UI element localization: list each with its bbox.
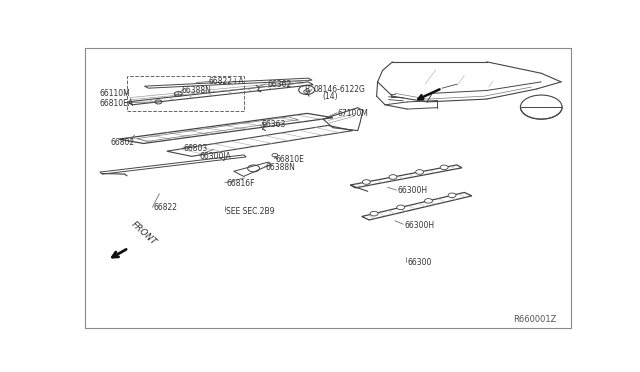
Text: (14): (14) bbox=[322, 92, 338, 101]
Circle shape bbox=[440, 165, 448, 170]
Text: 66300: 66300 bbox=[408, 259, 432, 267]
Text: 66362: 66362 bbox=[268, 80, 292, 89]
Circle shape bbox=[362, 180, 371, 184]
Text: 66816F: 66816F bbox=[227, 179, 255, 188]
Text: 66822: 66822 bbox=[154, 203, 177, 212]
Text: 66810EA: 66810EA bbox=[100, 99, 134, 108]
Circle shape bbox=[397, 205, 404, 210]
Text: 66802: 66802 bbox=[111, 138, 135, 147]
Text: 08146-6122G: 08146-6122G bbox=[313, 84, 365, 93]
Text: 66300H: 66300H bbox=[397, 186, 428, 195]
Text: 66300JA: 66300JA bbox=[199, 152, 231, 161]
Circle shape bbox=[389, 175, 397, 179]
Text: FRONT: FRONT bbox=[129, 220, 159, 247]
Text: R660001Z: R660001Z bbox=[513, 315, 556, 324]
Text: 66110M: 66110M bbox=[100, 89, 131, 98]
Circle shape bbox=[448, 193, 456, 198]
Circle shape bbox=[424, 199, 433, 203]
Text: 66388N: 66388N bbox=[266, 163, 296, 172]
Bar bbox=[127, 76, 244, 110]
Text: 66810E: 66810E bbox=[276, 155, 305, 164]
Text: 66822+A: 66822+A bbox=[209, 77, 244, 86]
Text: B: B bbox=[304, 86, 309, 94]
Text: 67100M: 67100M bbox=[338, 109, 369, 118]
Text: 66803: 66803 bbox=[183, 144, 207, 153]
Text: 66300H: 66300H bbox=[405, 221, 435, 230]
Circle shape bbox=[415, 170, 424, 174]
Text: SEE SEC.2B9: SEE SEC.2B9 bbox=[227, 207, 275, 216]
Text: 66388N: 66388N bbox=[182, 86, 212, 95]
Circle shape bbox=[370, 211, 378, 216]
Text: 66363: 66363 bbox=[261, 121, 285, 129]
